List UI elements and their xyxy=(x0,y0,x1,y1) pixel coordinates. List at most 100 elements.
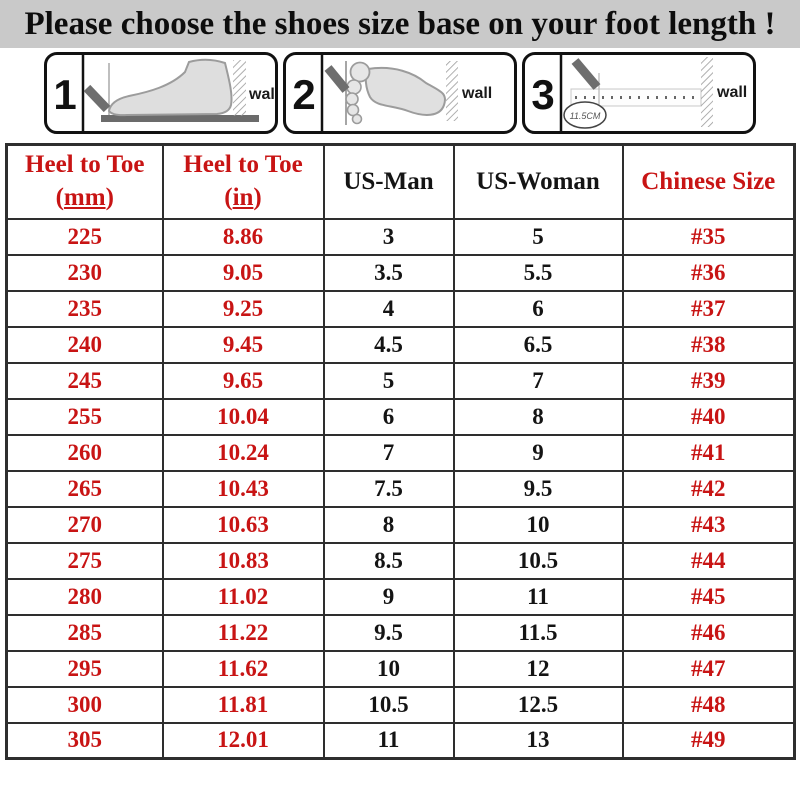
col-header-heel-toe-in: Heel to Toe in xyxy=(161,143,325,220)
cell-cn: #44 xyxy=(621,541,796,580)
wall-label: wall xyxy=(716,84,747,101)
measure-circle xyxy=(563,101,607,129)
cell-in: 11.02 xyxy=(161,577,325,616)
cell-us_man: 11 xyxy=(322,721,455,760)
cell-in: 10.43 xyxy=(161,469,325,508)
table-row: 285 11.22 9.5 11.5 #46 xyxy=(5,613,796,652)
size-table-body: 225 8.86 3 5 #35 230 9.05 3.5 5.5 #36 235 9.25 4 6 #37… xyxy=(5,217,796,760)
cell-us_woman: 12.5 xyxy=(452,685,624,724)
pencil-icon xyxy=(324,65,350,93)
cell-cn: #47 xyxy=(621,649,796,688)
big-toe xyxy=(349,61,371,83)
cell-mm: 265 xyxy=(5,469,164,508)
wall-hatch xyxy=(701,57,713,127)
cell-us_man: 9 xyxy=(322,577,455,616)
cell-cn: #43 xyxy=(621,505,796,544)
cell-mm: 300 xyxy=(5,685,164,724)
cell-cn: #37 xyxy=(621,289,796,328)
step-number: 1 xyxy=(53,71,76,118)
cell-mm: 260 xyxy=(5,433,164,472)
foot-top-illustration xyxy=(364,67,446,116)
cell-us_woman: 9.5 xyxy=(452,469,624,508)
page-title: Please choose the shoes size base on you… xyxy=(24,5,776,42)
cell-cn: #41 xyxy=(621,433,796,472)
cell-us_woman: 8 xyxy=(452,397,624,436)
pencil-icon xyxy=(571,58,601,90)
step1-illustration: 1 wall xyxy=(53,55,275,131)
toe xyxy=(351,113,363,125)
table-row: 295 11.62 10 12 #47 xyxy=(5,649,796,688)
col-header-unit: mm xyxy=(56,182,114,215)
table-row: 245 9.65 5 7 #39 xyxy=(5,361,796,400)
cell-us_man: 8 xyxy=(322,505,455,544)
col-header-chinese-size: Chinese Size xyxy=(621,143,796,220)
cell-cn: #42 xyxy=(621,469,796,508)
cell-in: 8.86 xyxy=(161,217,325,256)
size-table: Heel to Toe mm Heel to Toe in US-Man US-… xyxy=(5,143,796,760)
table-row: 300 11.81 10.5 12.5 #48 xyxy=(5,685,796,724)
cell-cn: #46 xyxy=(621,613,796,652)
cell-us_man: 5 xyxy=(322,361,455,400)
foot-side-illustration xyxy=(107,58,233,117)
toe xyxy=(345,92,359,106)
table-row: 240 9.45 4.5 6.5 #38 xyxy=(5,325,796,364)
cell-us_man: 10.5 xyxy=(322,685,455,724)
cell-cn: #48 xyxy=(621,685,796,724)
cell-us_man: 4 xyxy=(322,289,455,328)
cell-us_woman: 10 xyxy=(452,505,624,544)
cell-mm: 240 xyxy=(5,325,164,364)
cell-us_man: 4.5 xyxy=(322,325,455,364)
cell-mm: 270 xyxy=(5,505,164,544)
table-row: 225 8.86 3 5 #35 xyxy=(5,217,796,256)
cell-us_woman: 5 xyxy=(452,217,624,256)
cell-us_woman: 12 xyxy=(452,649,624,688)
cell-in: 9.45 xyxy=(161,325,325,364)
cell-us_man: 8.5 xyxy=(322,541,455,580)
cell-us_man: 3 xyxy=(322,217,455,256)
step-panel-2: 2 wall xyxy=(283,52,517,134)
cell-mm: 235 xyxy=(5,289,164,328)
cell-mm: 280 xyxy=(5,577,164,616)
cell-us_man: 10 xyxy=(322,649,455,688)
cell-us_man: 9.5 xyxy=(322,613,455,652)
cell-in: 11.81 xyxy=(161,685,325,724)
cell-cn: #36 xyxy=(621,253,796,292)
cell-in: 9.65 xyxy=(161,361,325,400)
wall-hatch xyxy=(233,60,246,116)
floor-bar xyxy=(101,115,259,122)
table-header-row: Heel to Toe mm Heel to Toe in US-Man US-… xyxy=(5,143,796,220)
step-panel-3: 3 11.5CM wall xyxy=(522,52,756,134)
toe xyxy=(346,103,360,117)
cell-mm: 275 xyxy=(5,541,164,580)
cell-in: 10.63 xyxy=(161,505,325,544)
step-number: 2 xyxy=(292,71,315,118)
cell-mm: 305 xyxy=(5,721,164,760)
col-header-title: Heel to Toe xyxy=(183,151,303,179)
table-row: 305 12.01 11 13 #49 xyxy=(5,721,796,760)
cell-cn: #40 xyxy=(621,397,796,436)
col-header-title: Heel to Toe xyxy=(25,151,145,179)
measuring-steps: 1 wall 2 wall xyxy=(0,52,800,136)
cell-cn: #49 xyxy=(621,721,796,760)
step3-illustration: 3 11.5CM wall xyxy=(531,55,747,131)
table-row: 235 9.25 4 6 #37 xyxy=(5,289,796,328)
table-row: 270 10.63 8 10 #43 xyxy=(5,505,796,544)
cell-in: 11.62 xyxy=(161,649,325,688)
table-row: 275 10.83 8.5 10.5 #44 xyxy=(5,541,796,580)
step-panel-1: 1 wall xyxy=(44,52,278,134)
cell-us_woman: 7 xyxy=(452,361,624,400)
measure-length-label: 11.5CM xyxy=(570,111,601,121)
cell-in: 9.25 xyxy=(161,289,325,328)
cell-mm: 245 xyxy=(5,361,164,400)
table-row: 255 10.04 6 8 #40 xyxy=(5,397,796,436)
title-banner: Please choose the shoes size base on you… xyxy=(0,0,800,48)
cell-us_woman: 11 xyxy=(452,577,624,616)
table-row: 230 9.05 3.5 5.5 #36 xyxy=(5,253,796,292)
cell-us_woman: 6 xyxy=(452,289,624,328)
cell-us_man: 3.5 xyxy=(322,253,455,292)
col-header-us-woman: US-Woman xyxy=(452,143,624,220)
cell-in: 9.05 xyxy=(161,253,325,292)
cell-us_man: 7.5 xyxy=(322,469,455,508)
cell-us_woman: 6.5 xyxy=(452,325,624,364)
cell-in: 10.83 xyxy=(161,541,325,580)
